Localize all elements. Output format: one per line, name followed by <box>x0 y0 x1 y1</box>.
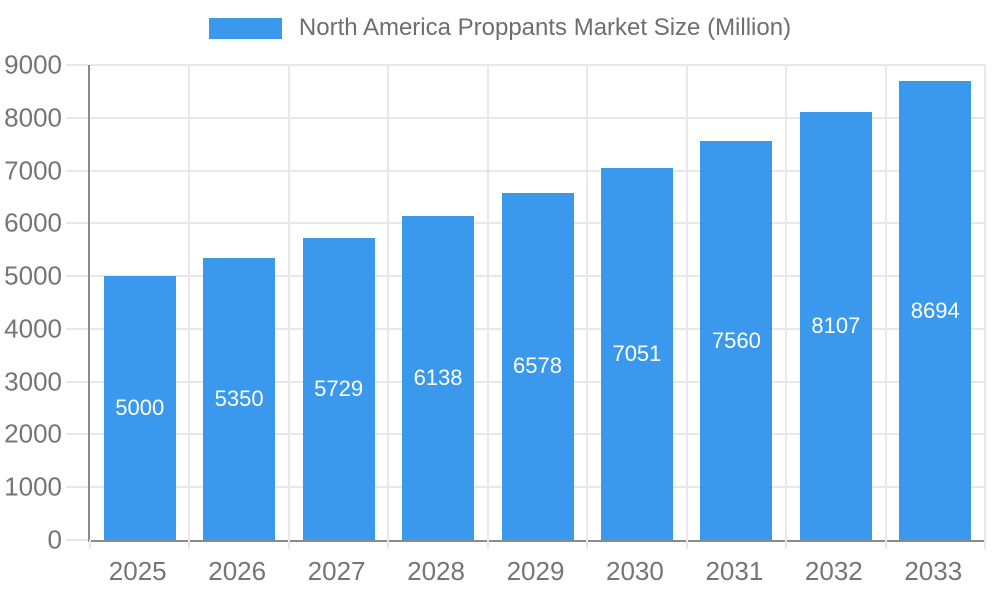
x-axis-tick <box>984 540 986 549</box>
bar-value-label: 6138 <box>413 365 463 391</box>
x-axis-label: 2029 <box>506 556 565 586</box>
x-axis-tick <box>685 540 688 549</box>
y-axis-tick <box>66 222 88 225</box>
bar-2026[interactable]: 5350 <box>203 257 276 540</box>
y-gridline <box>90 64 985 66</box>
x-axis-tick <box>785 540 788 549</box>
y-axis-tick-label: 0 <box>47 524 62 555</box>
x-axis-tick <box>586 540 589 549</box>
y-axis-tick-label: 2000 <box>4 418 62 449</box>
x-axis-tick <box>287 540 290 549</box>
y-axis-tick-label: 4000 <box>4 313 62 344</box>
x-axis-label: 2033 <box>904 556 963 586</box>
bar-value-label: 7560 <box>711 327 761 353</box>
y-axis-tick <box>66 539 88 541</box>
y-axis-tick <box>66 275 88 278</box>
x-gridline <box>785 65 788 540</box>
bar-2025[interactable]: 5000 <box>103 276 176 540</box>
bar-2027[interactable]: 5729 <box>302 237 375 540</box>
x-gridline <box>884 65 887 540</box>
bar-value-label: 6578 <box>513 353 562 379</box>
bar-2033[interactable]: 8694 <box>899 81 972 540</box>
x-axis-label: 2026 <box>208 556 267 586</box>
bar-2028[interactable]: 6138 <box>402 216 475 540</box>
bar-value-label: 5000 <box>115 395 165 421</box>
x-axis-label: 2031 <box>705 556 764 586</box>
bar-2031[interactable]: 7560 <box>700 141 773 540</box>
x-gridline <box>486 65 489 540</box>
legend-label: North America Proppants Market Size (Mil… <box>298 14 792 41</box>
x-gridline <box>387 65 390 540</box>
y-axis-tick <box>66 64 88 66</box>
bar-2030[interactable]: 7051 <box>600 167 673 540</box>
y-axis-tick-label: 9000 <box>4 49 62 80</box>
x-axis-label: 2028 <box>407 556 465 586</box>
bar-value-label: 7051 <box>612 340 662 366</box>
x-gridline <box>287 65 290 540</box>
y-axis-tick-label: 7000 <box>4 155 62 186</box>
x-gridline <box>685 65 688 540</box>
bar-value-label: 8107 <box>811 313 861 339</box>
y-axis-tick-label: 6000 <box>4 207 62 238</box>
x-axis-label: 2027 <box>307 556 366 586</box>
bar-2032[interactable]: 8107 <box>799 112 872 540</box>
x-gridline <box>984 65 986 540</box>
x-axis-labels: 2025 2026 2027 2028 2029 2030 2031 2032 2033 <box>88 556 983 588</box>
x-axis-tick <box>387 540 390 549</box>
y-axis-tick <box>66 116 88 119</box>
y-gridline <box>90 116 985 119</box>
x-axis-label: 2030 <box>606 556 664 586</box>
legend: North America Proppants Market Size (Mil… <box>0 14 1000 42</box>
x-axis-tick <box>884 540 887 549</box>
y-axis-tick <box>66 169 88 172</box>
bar-value-label: 5350 <box>214 385 264 411</box>
bar-2029[interactable]: 6578 <box>501 192 574 540</box>
plot-area: 5000 5350 5729 6138 6578 7051 7560 8107 8694 <box>66 64 986 549</box>
y-axis-tick <box>66 433 88 436</box>
y-axis-tick <box>66 327 88 330</box>
bar-value-label: 5729 <box>314 375 364 401</box>
y-axis-tick-label: 5000 <box>4 260 62 291</box>
x-gridline <box>586 65 589 540</box>
y-axis-tick <box>66 380 88 383</box>
y-axis-tick-label: 8000 <box>4 102 62 133</box>
x-axis-tick <box>188 540 191 549</box>
legend-swatch-icon <box>208 17 282 39</box>
legend-item[interactable]: North America Proppants Market Size (Mil… <box>208 14 792 42</box>
x-axis-label: 2025 <box>108 556 167 586</box>
x-axis-label: 2032 <box>804 556 863 586</box>
y-axis-tick <box>66 486 88 489</box>
y-axis-labels: 0 1000 2000 3000 4000 5000 6000 7000 8000 9000 <box>0 50 62 555</box>
y-gridline <box>90 169 985 172</box>
y-axis-tick-label: 1000 <box>4 471 62 502</box>
x-axis-tick <box>486 540 489 549</box>
x-axis-tick <box>89 540 91 549</box>
bar-value-label: 8694 <box>910 297 960 323</box>
x-gridline <box>188 65 191 540</box>
y-axis-tick-label: 3000 <box>4 366 62 397</box>
